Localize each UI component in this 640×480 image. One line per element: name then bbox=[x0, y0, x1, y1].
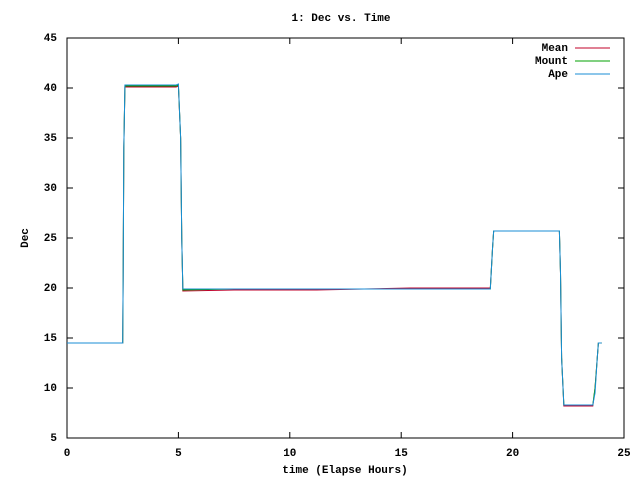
x-tick-label: 20 bbox=[506, 448, 519, 460]
y-tick-label: 10 bbox=[44, 383, 57, 395]
data-line bbox=[67, 83, 602, 406]
x-tick-label: 10 bbox=[283, 448, 296, 460]
y-tick-label: 40 bbox=[44, 83, 57, 95]
y-tick-label: 30 bbox=[44, 183, 57, 195]
legend-label: Mean bbox=[542, 43, 568, 55]
y-tick-label: 5 bbox=[50, 433, 57, 445]
x-tick-label: 5 bbox=[175, 448, 182, 460]
y-tick-label: 25 bbox=[44, 233, 58, 245]
y-tick-label: 45 bbox=[44, 33, 58, 45]
y-tick-label: 20 bbox=[44, 283, 57, 295]
x-tick-label: 25 bbox=[617, 448, 631, 460]
data-line bbox=[67, 84, 602, 406]
x-tick-label: 0 bbox=[64, 448, 71, 460]
chart-title: 1: Dec vs. Time bbox=[291, 13, 390, 25]
x-axis-label: time (Elapse Hours) bbox=[282, 465, 407, 477]
x-tick-label: 15 bbox=[395, 448, 409, 460]
legend-label: Mount bbox=[535, 56, 568, 68]
legend-label: Ape bbox=[548, 69, 568, 81]
y-tick-label: 15 bbox=[44, 333, 58, 345]
y-tick-label: 35 bbox=[44, 133, 58, 145]
data-line bbox=[67, 85, 602, 407]
plot-border bbox=[66, 37, 625, 439]
y-axis-label: Dec bbox=[20, 228, 32, 248]
